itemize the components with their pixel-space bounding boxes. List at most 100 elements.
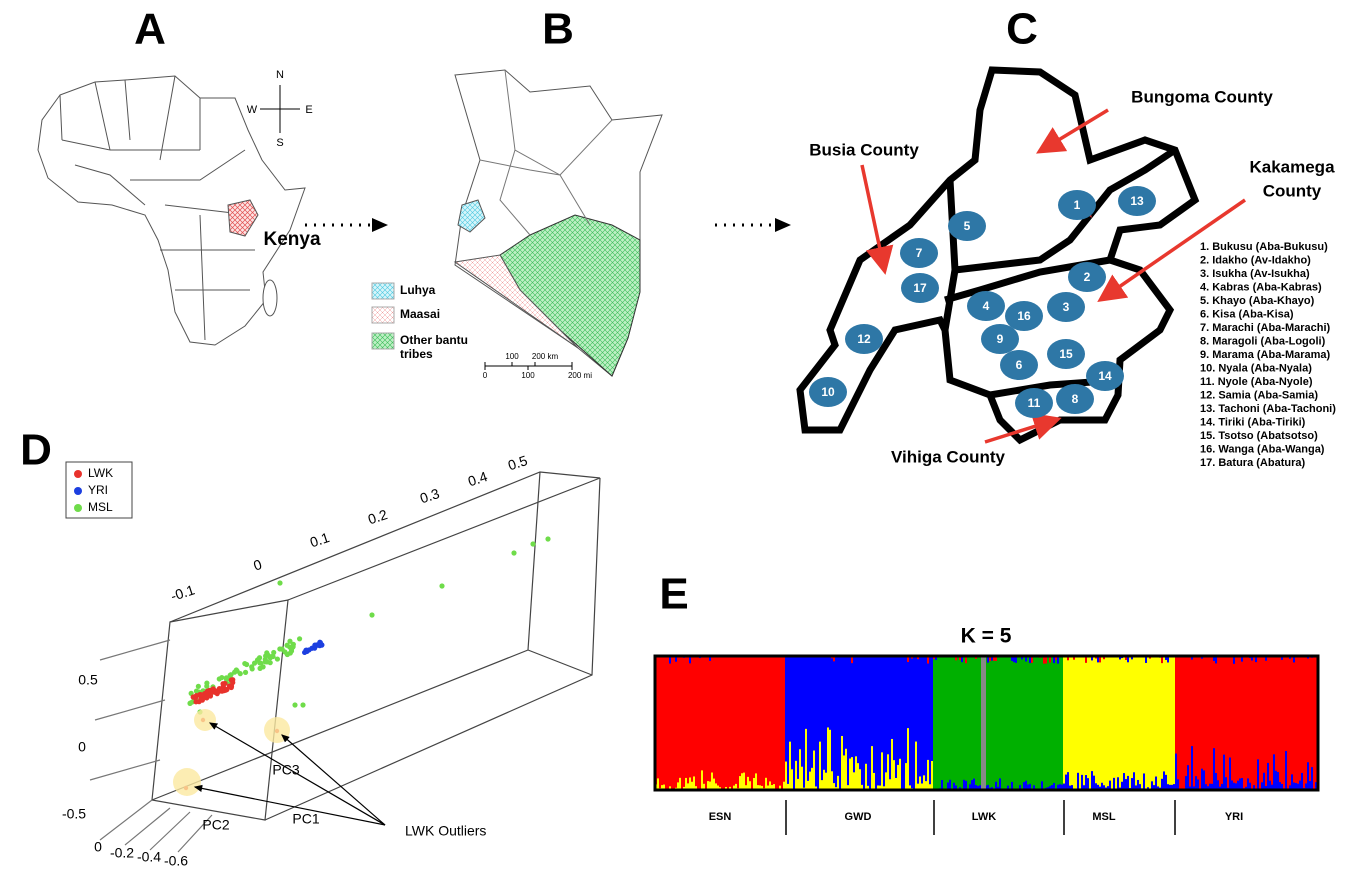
ancestry-bar xyxy=(1161,779,1163,790)
group-label: YRI xyxy=(1225,811,1243,823)
legend-swatch xyxy=(74,504,82,512)
scale-label: 0 xyxy=(483,371,488,380)
ancestry-bar xyxy=(811,768,813,790)
pca-point xyxy=(227,684,232,689)
legend-swatch xyxy=(74,487,82,495)
scale-label: 100 xyxy=(505,352,519,361)
ancestry-bar xyxy=(809,772,811,790)
ancestry-bar xyxy=(825,773,827,790)
ancestry-bar xyxy=(843,755,845,790)
tribe-number: 6 xyxy=(1016,358,1023,372)
ancestry-bar xyxy=(1257,759,1259,790)
pca-point xyxy=(238,671,243,676)
ancestry-bar xyxy=(1067,772,1069,790)
admixture-title: K = 5 xyxy=(961,625,1012,648)
tribe-name: 14. Tiriki (Aba-Tiriki) xyxy=(1200,416,1306,428)
ancestry-bar xyxy=(795,761,797,790)
ancestry-bar xyxy=(885,772,887,790)
ancestry-bar xyxy=(915,742,917,790)
ancestry-bar xyxy=(1267,763,1269,790)
kenya-map xyxy=(455,70,662,376)
ancestry-bar xyxy=(1277,772,1279,790)
ancestry-bar xyxy=(1125,779,1127,790)
county-label: County xyxy=(1263,181,1322,200)
ancestry-bar xyxy=(1195,776,1197,790)
ancestry-bar xyxy=(963,780,965,790)
compass-n: N xyxy=(276,69,284,81)
ancestry-bar xyxy=(1187,765,1189,790)
pca-point xyxy=(255,657,260,662)
tribe-name: 12. Samia (Aba-Samia) xyxy=(1200,389,1318,401)
ancestry-bar xyxy=(1263,773,1265,790)
ancestry-bar xyxy=(853,772,855,790)
pc1-tick: 0.1 xyxy=(308,529,332,550)
ancestry-bar xyxy=(1087,778,1089,790)
pca-point xyxy=(205,689,210,694)
ancestry-bar xyxy=(829,730,831,790)
ancestry-bar xyxy=(891,739,893,790)
pc1-tick: 0.3 xyxy=(418,485,442,506)
ancestry-bar xyxy=(1291,774,1293,790)
tribe-number: 11 xyxy=(1028,396,1041,410)
panel-letter: E xyxy=(659,570,688,619)
ancestry-bar xyxy=(713,779,715,790)
pca-point xyxy=(222,681,227,686)
ancestry-bar xyxy=(711,773,713,790)
ancestry-bar xyxy=(789,742,791,790)
pc1-tick: 0.4 xyxy=(466,468,490,489)
tribe-name: 6. Kisa (Aba-Kisa) xyxy=(1200,308,1294,320)
tribe-number: 4 xyxy=(983,299,990,313)
ancestry-bar xyxy=(753,778,755,790)
tribe-name: 4. Kabras (Aba-Kabras) xyxy=(1200,281,1322,293)
ancestry-bar xyxy=(1185,776,1187,790)
tribe-number: 3 xyxy=(1063,300,1070,314)
tribe-number: 17 xyxy=(913,281,927,295)
ancestry-bar xyxy=(865,764,867,790)
ancestry-bar xyxy=(799,749,801,790)
ancestry-bar xyxy=(981,656,986,790)
pc3-tick: 0 xyxy=(78,739,86,755)
tribe-name: 9. Marama (Aba-Marama) xyxy=(1200,349,1331,361)
ancestry-bar xyxy=(855,756,857,790)
legend-label: Other bantu xyxy=(400,333,468,347)
ancestry-bar xyxy=(1307,762,1309,790)
group-label: MSL xyxy=(1092,811,1116,823)
ancestry-bar xyxy=(1093,776,1095,790)
pc2-tick: 0 xyxy=(94,839,102,855)
pca-point xyxy=(439,583,444,588)
ancestry-bar xyxy=(1229,757,1231,790)
tribe-number: 7 xyxy=(916,246,923,260)
legend-label: Luhya xyxy=(400,283,436,297)
ancestry-bar xyxy=(1117,777,1119,790)
pca-point xyxy=(291,642,296,647)
ancestry-bar xyxy=(805,729,807,790)
panel-letter: D xyxy=(20,426,52,475)
ancestry-bar xyxy=(1065,775,1067,790)
ancestry-bar xyxy=(907,728,909,790)
pca-point xyxy=(318,640,323,645)
group-label: LWK xyxy=(972,811,996,823)
ancestry-bar xyxy=(823,770,825,790)
ancestry-bar xyxy=(1133,772,1135,790)
ancestry-bar xyxy=(1215,773,1217,790)
pc1-tick: -0.1 xyxy=(169,581,197,604)
ancestry-bar xyxy=(841,736,843,790)
ancestry-bar xyxy=(845,749,847,790)
legend-swatch xyxy=(74,470,82,478)
ancestry-bar xyxy=(765,778,767,790)
axis-label: PC1 xyxy=(292,811,319,827)
ancestry-bar xyxy=(1127,776,1129,790)
ancestry-bar xyxy=(743,773,745,790)
ancestry-bar xyxy=(1165,775,1167,790)
county-label: Vihiga County xyxy=(891,447,1006,466)
tribe-number: 14 xyxy=(1098,369,1112,383)
tribe-name: 2. Idakho (Av-Idakho) xyxy=(1200,254,1311,266)
pca-point xyxy=(257,666,262,671)
ancestry-bar xyxy=(873,773,875,790)
pca-point xyxy=(204,695,209,700)
map-legend xyxy=(372,283,394,349)
tribe-name: 16. Wanga (Aba-Wanga) xyxy=(1200,443,1325,455)
ancestry-bar xyxy=(881,752,883,790)
ancestry-bar xyxy=(1081,775,1083,790)
ancestry-bar xyxy=(1239,778,1241,790)
